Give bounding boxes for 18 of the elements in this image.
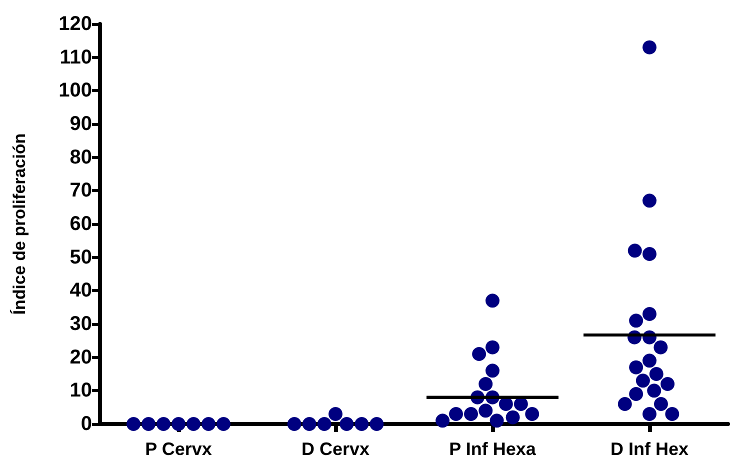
- y-tick-label: 110: [60, 46, 92, 68]
- y-axis-title: Índice de proliferación: [9, 133, 29, 315]
- y-tick-label: 120: [58, 13, 92, 35]
- y-tick-label: 70: [70, 180, 92, 202]
- y-tick-label: 20: [70, 346, 92, 368]
- y-tick-label: 40: [70, 280, 92, 302]
- x-tick-label: D Cervx: [301, 439, 370, 459]
- y-tick-label: 0: [80, 413, 92, 435]
- y-tick-label: 30: [70, 313, 92, 335]
- y-tick-label: 90: [70, 113, 92, 135]
- y-tick-label: 60: [70, 213, 92, 235]
- x-tick-label: D Inf Hex: [610, 439, 689, 459]
- x-tick-label: P Inf Hexa: [449, 439, 537, 459]
- y-tick-label: 50: [70, 246, 92, 268]
- x-tick-label: P Cervx: [145, 439, 212, 459]
- y-tick-label: 100: [58, 80, 92, 102]
- y-tick-label: 80: [70, 146, 92, 168]
- y-tick-label: 10: [70, 380, 92, 402]
